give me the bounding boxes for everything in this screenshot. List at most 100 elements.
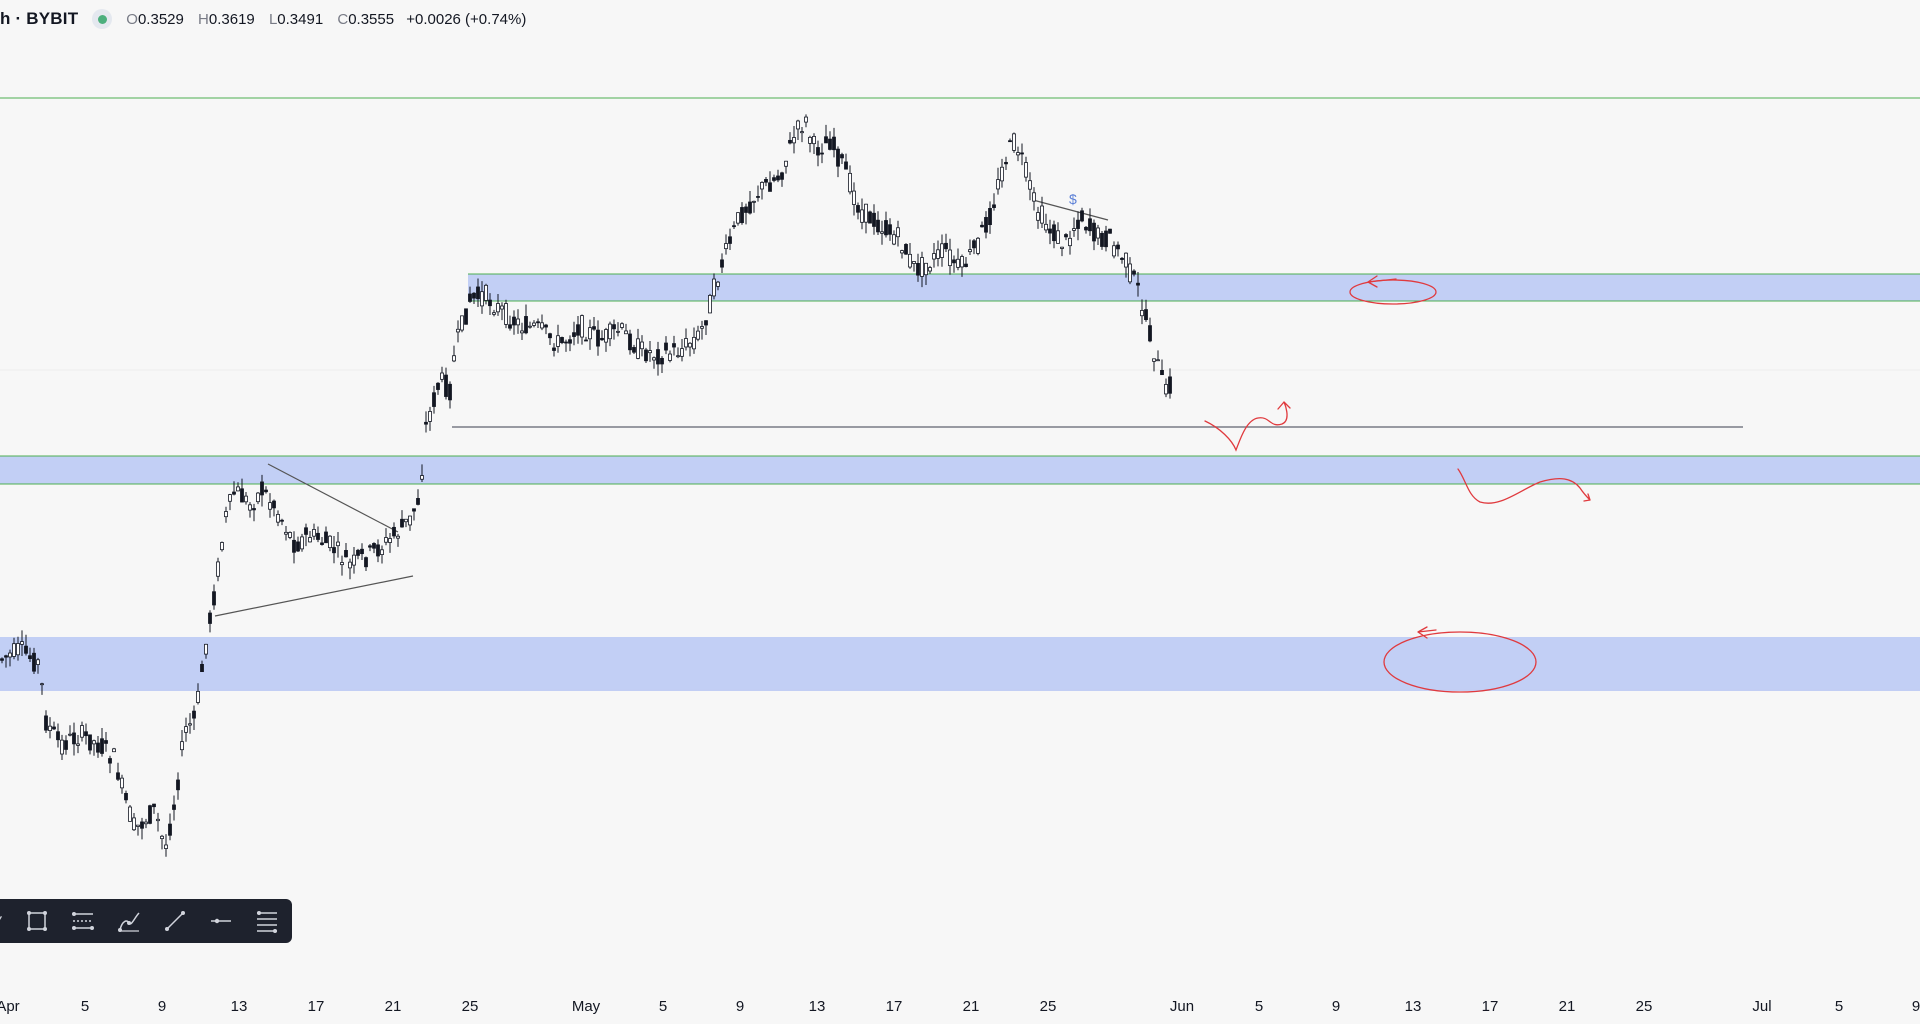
zone-upper[interactable] (468, 274, 1920, 301)
candle-body (388, 538, 392, 543)
candle-body (316, 532, 320, 540)
horizontal-ray-icon (211, 918, 231, 924)
time-axis-label: 5 (81, 998, 89, 1015)
candle-body (424, 421, 428, 425)
candle-body (536, 321, 540, 324)
chart-legend: h · BYBIT O0.3529 H0.3619 L0.3491 C0.355… (0, 6, 526, 32)
candle-body (924, 262, 928, 276)
candle-body (712, 278, 716, 297)
time-axis-label: 9 (736, 998, 744, 1015)
candle-body (480, 291, 484, 307)
candle-body (376, 544, 380, 557)
candle-body (968, 249, 972, 253)
parallel-channel-icon (72, 912, 94, 930)
candle-body (128, 806, 132, 822)
candle-body (244, 495, 248, 503)
zone-middle[interactable] (0, 456, 1920, 484)
brush-tool[interactable] (0, 901, 14, 941)
candle-body (768, 182, 772, 192)
candle-body (180, 741, 184, 751)
candle-body (588, 327, 592, 340)
time-axis-label: May (572, 998, 601, 1015)
candle-body (228, 494, 232, 502)
change-value: +0.0026 (+0.74%) (406, 10, 527, 28)
rectangle-tool[interactable] (14, 901, 60, 941)
candle-body (668, 353, 672, 361)
candle-body (612, 324, 616, 330)
candle-body (284, 531, 288, 535)
freehand-drawings[interactable] (1204, 275, 1591, 693)
parallel-channel-tool[interactable] (60, 901, 106, 941)
candle-body (692, 336, 696, 350)
candle-body (628, 333, 632, 351)
candle-body (224, 511, 228, 518)
candle-body (448, 383, 452, 401)
candle-body (384, 537, 388, 543)
zone-lower[interactable] (0, 637, 1920, 691)
candle-body (1076, 219, 1080, 229)
horizontal-ray-tool[interactable] (198, 901, 244, 941)
candle-body (828, 138, 832, 150)
candle-body (596, 329, 600, 347)
time-axis-label: 13 (809, 998, 826, 1015)
candle-body (888, 224, 892, 235)
candle-body (760, 182, 764, 190)
candle-body (404, 518, 408, 523)
close-key: C (337, 10, 349, 28)
ohlc-values: O0.3529 H0.3619 L0.3491 C0.3555 +0.0026 … (126, 11, 526, 28)
candle-body (292, 539, 296, 553)
time-axis-label: 21 (963, 998, 980, 1015)
target-ellipse-upper (1349, 279, 1437, 305)
fib-retracement-tool[interactable] (244, 901, 290, 941)
candle-body (812, 136, 816, 145)
candle-body (952, 259, 956, 264)
candle-body (464, 308, 468, 325)
path-tool[interactable] (106, 901, 152, 941)
descending-trend-line[interactable] (1032, 199, 1109, 221)
candle-body (476, 286, 480, 300)
candle-body (752, 200, 756, 203)
candle-body (492, 312, 496, 315)
candle-body (260, 481, 264, 496)
candle-body (1092, 222, 1096, 242)
candle-body (1040, 205, 1044, 224)
low-value: 0.3491 (277, 10, 324, 28)
candle-body (1128, 263, 1132, 283)
candle-body (900, 250, 904, 254)
time-axis-label: 5 (659, 998, 667, 1015)
time-axis-label: 25 (1040, 998, 1057, 1015)
candle-body (276, 514, 280, 523)
candle-body (56, 731, 60, 741)
candle-body (884, 220, 888, 236)
time-axis[interactable]: Apr 5 9 13 17 21 25 May 5 9 13 17 21 25 Jun 5 9 13 17 21 25 J… (0, 998, 1920, 1015)
candle-body (1084, 226, 1088, 231)
candle-body (824, 136, 828, 144)
candle-body (60, 739, 64, 755)
time-axis-label: 5 (1835, 998, 1843, 1015)
candle-body (672, 343, 676, 348)
candle-body (660, 357, 664, 365)
candle-body (264, 489, 268, 493)
market-status-icon[interactable] (92, 9, 113, 29)
candle-body (836, 148, 840, 167)
candle-body (632, 347, 636, 353)
trend-line-tool[interactable] (152, 901, 198, 941)
candle-body (996, 179, 1000, 190)
triangle-pattern[interactable] (214, 463, 414, 617)
candle-body (1140, 310, 1144, 317)
candle-body (44, 715, 48, 731)
candle-body (756, 196, 760, 198)
candle-body (940, 243, 944, 258)
candle-body (972, 240, 976, 249)
candlestick-series (0, 114, 1172, 857)
drawing-toolbar (0, 899, 292, 943)
candle-body (1120, 257, 1124, 260)
candle-body (720, 259, 724, 268)
candle-body (212, 591, 216, 606)
symbol-title[interactable]: h · BYBIT (0, 9, 79, 28)
candle-body (1080, 210, 1084, 222)
candle-body (840, 154, 844, 159)
candle-body (616, 330, 620, 333)
rectangle-icon (27, 911, 47, 931)
